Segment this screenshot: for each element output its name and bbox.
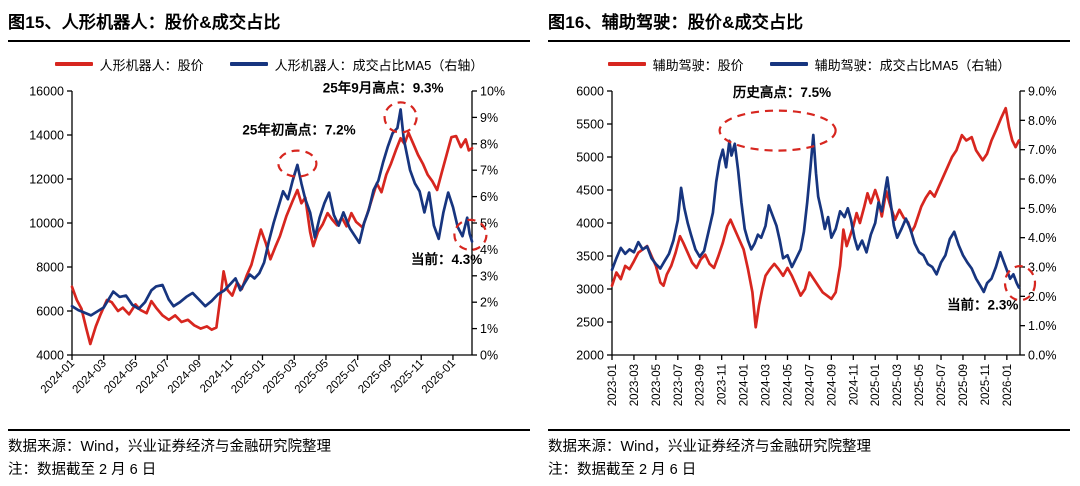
svg-text:4%: 4%: [480, 243, 498, 257]
svg-text:2000: 2000: [576, 349, 604, 363]
svg-text:5.0%: 5.0%: [1028, 202, 1057, 216]
svg-text:2024-09: 2024-09: [166, 358, 204, 396]
svg-text:2026-01: 2026-01: [1002, 364, 1014, 406]
svg-text:5000: 5000: [576, 151, 604, 165]
svg-text:2024-07: 2024-07: [134, 358, 172, 396]
svg-text:当前：4.3%: 当前：4.3%: [411, 251, 482, 267]
svg-text:0%: 0%: [480, 349, 498, 363]
svg-text:2023-05: 2023-05: [651, 364, 663, 406]
figure-15-legend: 人形机器人：股价 人形机器人：成交占比MA5（右轴）: [8, 55, 530, 73]
svg-text:25年初高点：7.2%: 25年初高点：7.2%: [242, 122, 355, 138]
legend-item-price: 辅助驾驶：股价: [607, 55, 744, 74]
svg-text:2024-03: 2024-03: [761, 364, 773, 406]
svg-text:9%: 9%: [480, 111, 498, 125]
figure-16-title: 图16、辅助驾驶：股价&成交占比: [548, 5, 1070, 42]
svg-text:2024-11: 2024-11: [848, 364, 860, 405]
figure-15-footer: 数据来源：Wind，兴业证券经济与金融研究院整理 注：数据截至 2 月 6 日: [8, 429, 530, 482]
svg-text:2025-09: 2025-09: [356, 358, 394, 396]
legend-label-price: 辅助驾驶：股价: [652, 57, 744, 73]
legend-item-turnover: 辅助驾驶：成交占比MA5（右轴）: [769, 55, 1011, 74]
data-source-line: 数据来源：Wind，兴业证券经济与金融研究院整理: [548, 439, 872, 455]
svg-text:3500: 3500: [576, 250, 604, 264]
svg-text:4000: 4000: [576, 217, 604, 231]
price-line-swatch: [54, 62, 93, 66]
svg-text:6000: 6000: [36, 305, 64, 319]
svg-text:7%: 7%: [480, 164, 498, 178]
svg-text:2026-01: 2026-01: [420, 358, 458, 396]
svg-text:3000: 3000: [576, 283, 604, 297]
svg-text:2025-01: 2025-01: [870, 364, 882, 406]
svg-text:4000: 4000: [36, 349, 64, 363]
svg-text:2024-07: 2024-07: [804, 364, 816, 406]
svg-text:2024-01: 2024-01: [739, 364, 751, 406]
svg-text:6%: 6%: [480, 190, 498, 204]
svg-text:2023-01: 2023-01: [607, 364, 619, 406]
legend-label-price: 人形机器人：股价: [99, 57, 204, 73]
svg-text:2023-11: 2023-11: [717, 364, 729, 405]
figure-16-panel: 图16、辅助驾驶：股价&成交占比 辅助驾驶：股价 辅助驾驶：成交占比MA5（右轴…: [540, 0, 1080, 486]
svg-text:2024-03: 2024-03: [71, 358, 109, 396]
svg-text:3%: 3%: [480, 269, 498, 283]
svg-text:2025-03: 2025-03: [261, 358, 299, 396]
svg-text:2025-07: 2025-07: [324, 358, 362, 396]
svg-text:4500: 4500: [576, 184, 604, 198]
svg-text:16000: 16000: [29, 85, 64, 99]
legend-label-turnover: 辅助驾驶：成交占比MA5（右轴）: [814, 57, 1011, 73]
legend-label-turnover: 人形机器人：成交占比MA5（右轴）: [274, 57, 484, 73]
svg-text:0.0%: 0.0%: [1028, 349, 1057, 363]
svg-text:1%: 1%: [480, 322, 498, 336]
data-note-line: 注：数据截至 2 月 6 日: [548, 462, 697, 479]
svg-text:8000: 8000: [36, 261, 64, 275]
svg-text:5%: 5%: [480, 217, 498, 231]
legend-item-turnover: 人形机器人：成交占比MA5（右轴）: [229, 55, 484, 74]
figure-15-panel: 图15、人形机器人：股价&成交占比 人形机器人：股价 人形机器人：成交占比MA5…: [8, 5, 530, 482]
svg-text:2024-05: 2024-05: [102, 358, 140, 396]
svg-text:2024-01: 2024-01: [39, 358, 77, 396]
svg-text:1.0%: 1.0%: [1028, 319, 1057, 333]
svg-text:2.0%: 2.0%: [1028, 290, 1057, 304]
data-source-line: 数据来源：Wind，兴业证券经济与金融研究院整理: [8, 439, 332, 455]
figure-15-title: 图15、人形机器人：股价&成交占比: [8, 5, 530, 42]
svg-text:2025-03: 2025-03: [892, 364, 904, 406]
data-note-line: 注：数据截至 2 月 6 日: [8, 462, 157, 479]
svg-text:8.0%: 8.0%: [1028, 114, 1057, 128]
assisted-driving-chart: 2000 2500 3000 3500 4000 4500 5000 5500 6000 0.0%…: [576, 84, 1057, 406]
turnover-line-swatch: [229, 62, 268, 66]
svg-text:2025-11: 2025-11: [980, 364, 992, 405]
svg-text:2500: 2500: [576, 316, 604, 330]
svg-text:2023-03: 2023-03: [629, 364, 641, 406]
svg-text:2025-05: 2025-05: [293, 358, 331, 396]
svg-text:2025-05: 2025-05: [914, 364, 926, 406]
figure-16-footer: 数据来源：Wind，兴业证券经济与金融研究院整理 注：数据截至 2 月 6 日: [548, 429, 1070, 482]
svg-text:10%: 10%: [480, 85, 505, 99]
humanoid-robot-chart: 4000 6000 8000 10000 12000 14000 16000 0% 1% 2% 3%…: [29, 79, 505, 396]
svg-text:10000: 10000: [29, 217, 64, 231]
price-line-swatch: [607, 62, 646, 66]
svg-text:6000: 6000: [576, 85, 604, 99]
svg-text:当前：2.3%: 当前：2.3%: [947, 297, 1018, 313]
svg-text:8%: 8%: [480, 137, 498, 151]
svg-text:7.0%: 7.0%: [1028, 143, 1057, 157]
svg-text:2023-07: 2023-07: [673, 364, 685, 406]
svg-text:2023-09: 2023-09: [695, 364, 707, 406]
svg-text:14000: 14000: [29, 129, 64, 143]
svg-text:6.0%: 6.0%: [1028, 173, 1057, 187]
svg-text:5500: 5500: [576, 118, 604, 132]
figure-16-legend: 辅助驾驶：股价 辅助驾驶：成交占比MA5（右轴）: [548, 55, 1070, 73]
svg-text:历史高点：7.5%: 历史高点：7.5%: [733, 84, 831, 100]
svg-text:4.0%: 4.0%: [1028, 231, 1057, 245]
svg-text:2025-01: 2025-01: [229, 358, 267, 396]
legend-item-price: 人形机器人：股价: [54, 55, 204, 74]
svg-text:2024-05: 2024-05: [782, 364, 794, 406]
svg-text:25年9月高点：9.3%: 25年9月高点：9.3%: [323, 79, 444, 95]
svg-text:9.0%: 9.0%: [1028, 85, 1057, 99]
svg-text:2024-09: 2024-09: [826, 364, 838, 406]
svg-text:2025-07: 2025-07: [936, 364, 948, 406]
turnover-line-swatch: [769, 62, 808, 66]
svg-text:3.0%: 3.0%: [1028, 261, 1057, 275]
svg-text:2025-09: 2025-09: [958, 364, 970, 406]
svg-text:2%: 2%: [480, 296, 498, 310]
svg-text:12000: 12000: [29, 173, 64, 187]
